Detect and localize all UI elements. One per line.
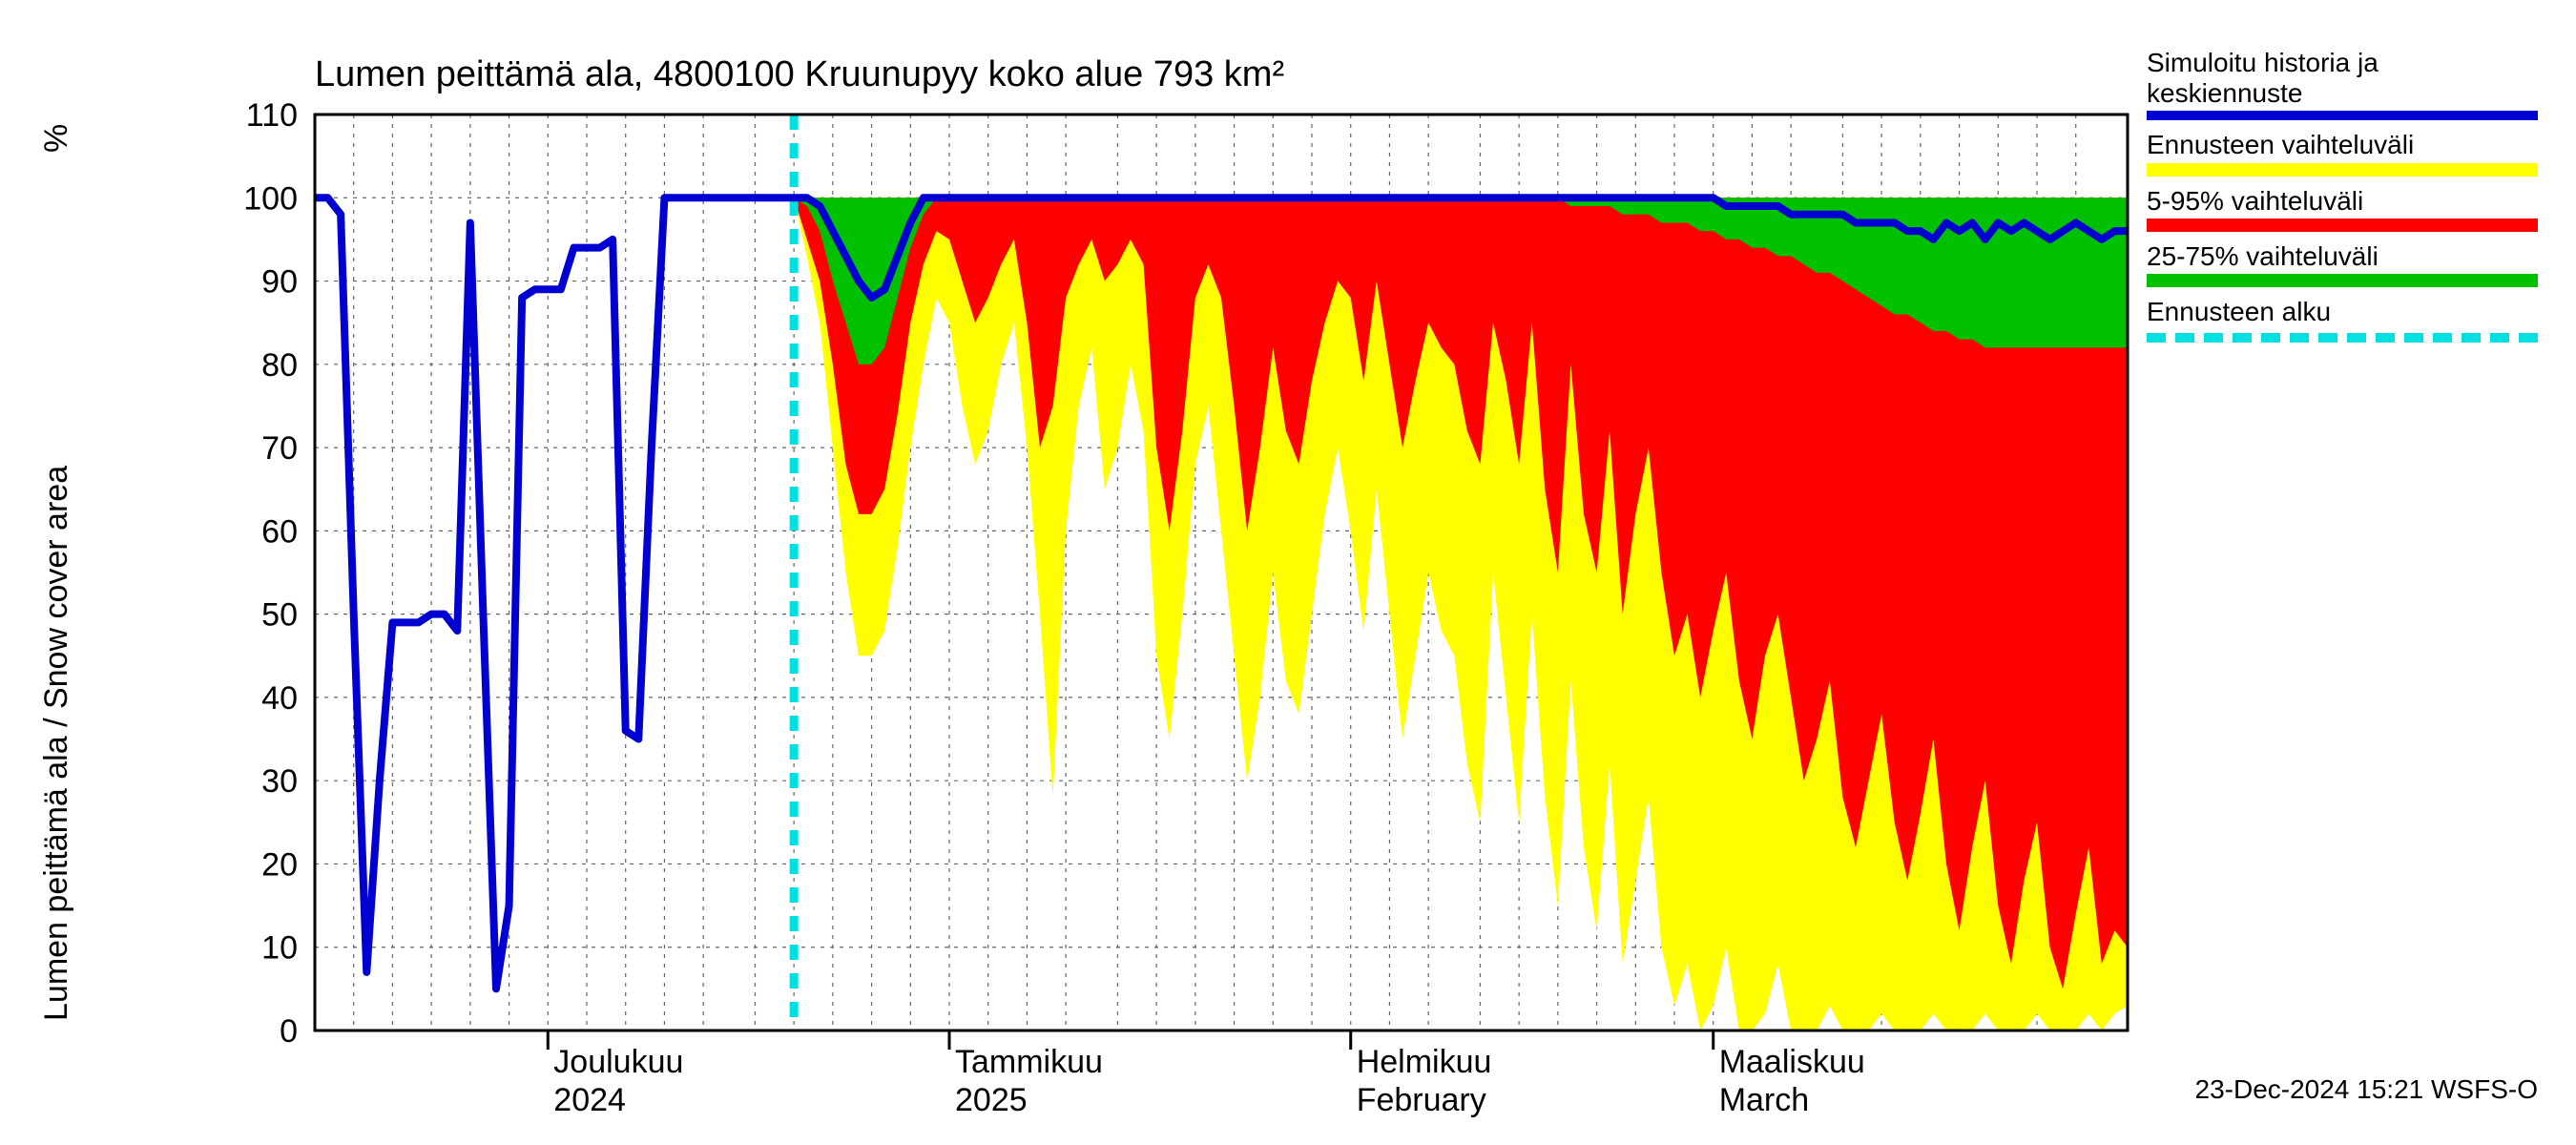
svg-text:Lumen peittämä ala, 4800100 Kr: Lumen peittämä ala, 4800100 Kruunupyy ko… bbox=[315, 54, 1284, 94]
svg-text:110: 110 bbox=[246, 97, 298, 134]
svg-text:50: 50 bbox=[261, 597, 298, 634]
svg-text:%: % bbox=[38, 124, 74, 153]
legend-item-yellow: Ennusteen vaihteluväli bbox=[2147, 130, 2538, 176]
legend-item-cyan: Ennusteen alku bbox=[2147, 297, 2538, 343]
svg-text:60: 60 bbox=[261, 513, 298, 550]
svg-text:2025: 2025 bbox=[955, 1082, 1028, 1118]
timestamp: 23-Dec-2024 15:21 WSFS-O bbox=[2195, 1074, 2539, 1105]
svg-text:Lumen peittämä ala / Snow cove: Lumen peittämä ala / Snow cover area bbox=[38, 466, 74, 1021]
legend-label: Simuloitu historia ja keskiennuste bbox=[2147, 48, 2538, 109]
svg-text:March: March bbox=[1719, 1082, 1809, 1118]
svg-text:10: 10 bbox=[261, 930, 298, 967]
legend-swatch bbox=[2147, 274, 2538, 287]
legend-label: 25-75% vaihteluväli bbox=[2147, 241, 2538, 272]
legend: Simuloitu historia ja keskiennuste Ennus… bbox=[2147, 48, 2538, 352]
svg-text:30: 30 bbox=[261, 763, 298, 800]
legend-item-green: 25-75% vaihteluväli bbox=[2147, 241, 2538, 287]
svg-text:70: 70 bbox=[261, 430, 298, 467]
svg-text:40: 40 bbox=[261, 680, 298, 717]
legend-swatch bbox=[2147, 333, 2538, 343]
legend-label: 5-95% vaihteluväli bbox=[2147, 186, 2538, 217]
legend-swatch bbox=[2147, 163, 2538, 177]
svg-text:20: 20 bbox=[261, 846, 298, 883]
legend-item-blue: Simuloitu historia ja keskiennuste bbox=[2147, 48, 2538, 120]
legend-label: Ennusteen vaihteluväli bbox=[2147, 130, 2538, 160]
svg-text:Maaliskuu: Maaliskuu bbox=[1719, 1044, 1865, 1080]
svg-text:80: 80 bbox=[261, 347, 298, 384]
svg-text:Helmikuu: Helmikuu bbox=[1357, 1044, 1492, 1080]
svg-text:2024: 2024 bbox=[553, 1082, 626, 1118]
chart-container: 0 10 20 30 40 50 60 70 80 90 100 110 Joulukuu2024 Tam… bbox=[0, 0, 2576, 1145]
svg-text:Tammikuu: Tammikuu bbox=[955, 1044, 1103, 1080]
svg-text:90: 90 bbox=[261, 264, 298, 301]
legend-item-red: 5-95% vaihteluväli bbox=[2147, 186, 2538, 232]
legend-swatch bbox=[2147, 111, 2538, 120]
svg-text:February: February bbox=[1357, 1082, 1486, 1118]
svg-text:0: 0 bbox=[280, 1013, 298, 1050]
legend-label: Ennusteen alku bbox=[2147, 297, 2538, 327]
legend-swatch bbox=[2147, 219, 2538, 232]
svg-text:Joulukuu: Joulukuu bbox=[553, 1044, 683, 1080]
svg-text:100: 100 bbox=[243, 180, 298, 217]
